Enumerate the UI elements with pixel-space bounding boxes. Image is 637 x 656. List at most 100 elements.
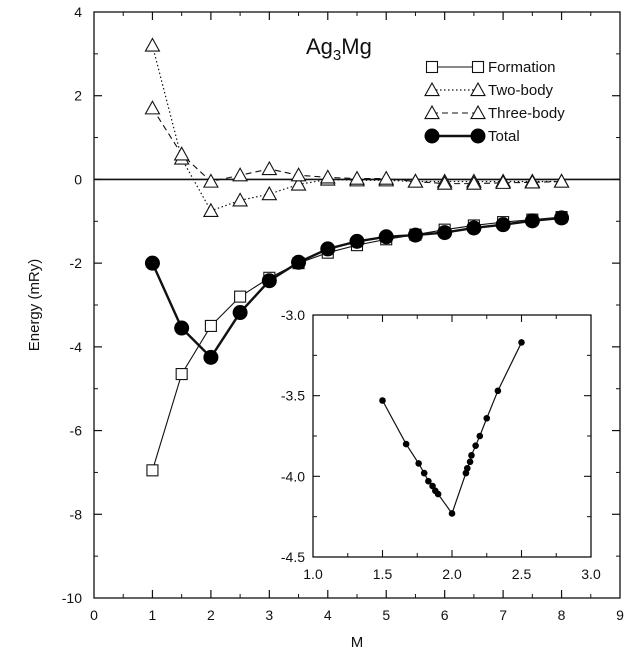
legend-marker — [471, 60, 485, 74]
legend-label: Two-body — [488, 82, 554, 99]
inset-x-tick-label: 2.0 — [442, 566, 462, 582]
data-point-three-body — [144, 100, 161, 115]
main-y-tick-label: -4 — [70, 339, 83, 355]
main-x-tick-label: 7 — [499, 607, 507, 623]
data-point-three-body — [173, 146, 190, 161]
inset-data-point — [420, 469, 428, 477]
inset-data-point — [494, 387, 502, 395]
legend-item-three-body: Three-body — [424, 104, 565, 122]
data-point-total — [174, 320, 190, 336]
legend-label: Formation — [488, 59, 556, 76]
main-y-tick-labels: 4 2 0 -2 -4 -6 -8 -10 — [62, 4, 82, 606]
main-x-tick-label: 3 — [265, 607, 273, 623]
inset-data-point — [402, 440, 410, 448]
main-series-group — [144, 37, 570, 477]
inset-data-point — [518, 339, 525, 346]
main-y-tick-label: -8 — [70, 506, 83, 522]
inset-x-tick-label: 3.0 — [581, 566, 601, 582]
inset-series-group — [379, 339, 525, 517]
chart-title-subscript: 3 — [333, 47, 341, 64]
inset-y-tick-labels: -3.0 -3.5 -4.0 -4.5 — [281, 307, 305, 565]
main-y-tick-label: -10 — [62, 590, 82, 606]
data-point-two-body — [232, 192, 249, 207]
inset-data-point — [415, 460, 422, 467]
main-x-tick-label: 1 — [149, 607, 157, 623]
main-y-tick-label: 0 — [74, 171, 82, 187]
y-axis-title: Energy (mRy) — [26, 259, 43, 352]
data-point-total — [554, 210, 570, 226]
data-point-two-body — [290, 176, 307, 191]
data-point-three-body — [495, 174, 512, 189]
data-point-three-body — [319, 169, 336, 184]
data-point-total — [261, 273, 277, 289]
legend-label: Three-body — [488, 105, 565, 122]
data-point-three-body — [202, 173, 219, 188]
data-point-total — [466, 220, 482, 236]
chart-title-end: Mg — [341, 34, 372, 59]
data-point-three-body — [407, 173, 424, 188]
inset-data-point — [434, 490, 442, 498]
main-x-tick-label: 9 — [616, 607, 624, 623]
data-point-three-body — [524, 174, 541, 189]
data-point-total — [378, 229, 394, 245]
legend-marker — [470, 81, 486, 97]
legend-item-formation: Formation — [425, 59, 556, 76]
data-point-total — [203, 349, 219, 365]
chart-title: Ag3Mg — [306, 34, 372, 64]
inset-plot-frame — [312, 314, 592, 558]
legend-marker — [424, 81, 440, 97]
inset-x-tick-label: 1.0 — [303, 566, 323, 582]
main-x-tick-label: 4 — [324, 607, 332, 623]
series-total — [144, 210, 570, 365]
data-point-three-body — [232, 167, 249, 182]
legend-label: Total — [488, 128, 520, 145]
legend-marker — [470, 104, 486, 120]
legend-item-two-body: Two-body — [424, 81, 554, 99]
main-y-tick-label: -2 — [70, 255, 83, 271]
inset-y-tick-label: -3.0 — [281, 307, 305, 323]
data-point-three-body — [290, 167, 307, 182]
inset-data-point — [448, 510, 456, 517]
data-point-two-body — [202, 202, 219, 217]
legend-marker — [425, 60, 439, 74]
data-point-total — [524, 213, 540, 229]
inset-data-point — [468, 452, 475, 459]
inset-data-point — [476, 432, 484, 440]
data-point-total — [495, 217, 511, 233]
data-point-three-body — [378, 170, 395, 185]
main-x-tick-label: 5 — [382, 607, 390, 623]
data-point-three-body — [349, 170, 365, 185]
data-point-three-body — [436, 175, 453, 190]
main-x-tick-labels: 0 1 2 3 4 5 6 7 8 9 — [90, 607, 624, 623]
main-y-tick-label: 4 — [74, 4, 82, 20]
data-point-two-body — [144, 37, 161, 52]
data-point-formation — [146, 464, 159, 477]
inset-x-tick-labels: 1.0 1.5 2.0 2.5 3.0 — [303, 566, 601, 582]
data-point-total — [144, 255, 160, 271]
inset-data-point — [379, 397, 386, 404]
inset-y-tick-label: -3.5 — [281, 388, 305, 404]
inset-y-tick-label: -4.0 — [281, 468, 305, 484]
legend-marker — [424, 104, 440, 120]
inset-data-point — [466, 458, 474, 466]
data-point-total — [291, 254, 307, 270]
main-x-tick-label: 2 — [207, 607, 215, 623]
data-point-total — [437, 225, 453, 241]
inset-x-tick-label: 2.5 — [512, 566, 532, 582]
data-point-total — [320, 241, 336, 257]
data-point-total — [349, 233, 365, 249]
main-x-tick-label: 6 — [441, 607, 449, 623]
data-point-formation — [204, 319, 217, 332]
legend-marker — [470, 128, 486, 144]
inset-ticks — [313, 315, 591, 557]
x-axis-title: M — [351, 634, 364, 651]
legend-item-total: Total — [424, 128, 520, 145]
legend-marker — [424, 128, 440, 144]
data-point-three-body — [465, 175, 482, 190]
data-point-three-body — [553, 173, 570, 188]
data-point-formation — [234, 290, 247, 303]
main-y-tick-label: 2 — [74, 88, 82, 104]
main-y-tick-label: -6 — [70, 423, 83, 439]
inset-data-point — [472, 442, 479, 449]
